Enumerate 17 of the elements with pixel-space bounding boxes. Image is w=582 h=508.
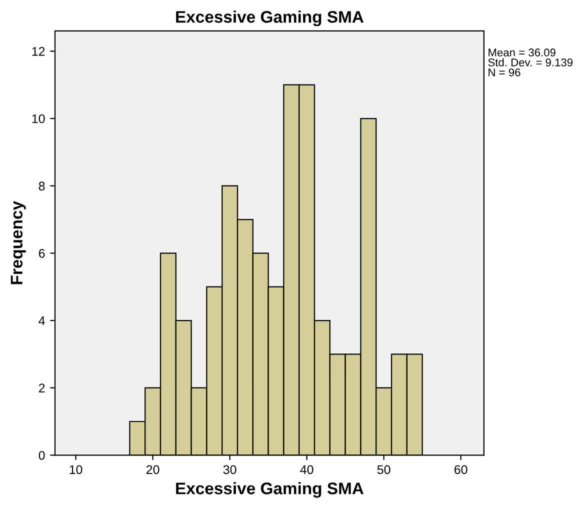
y-tick-label: 2 [38,384,45,392]
y-tick-label: 4 [38,316,45,326]
chart-title: Excessive Gaming SMA [176,10,364,26]
y-tick-label: 12 [32,46,45,56]
y-tick-label: 0 [38,450,45,460]
x-tick-label: 50 [377,465,390,474]
x-tick-label: 60 [454,465,468,474]
x-tick-label: 10 [70,465,82,474]
x-axis-title: Excessive Gaming SMA [176,482,364,498]
x-tick-label: 30 [223,465,236,474]
y-axis-title: Frequency [10,201,26,284]
x-tick-label: 20 [146,465,160,474]
x-tick-label: 40 [300,465,314,474]
y-tick-label: 8 [38,182,45,190]
y-tick-label: 10 [32,114,45,124]
y-tick-label: 6 [38,248,45,258]
text: Mean = 36.09 Std. Dev. = 9.139 N = 96 [488,48,573,76]
